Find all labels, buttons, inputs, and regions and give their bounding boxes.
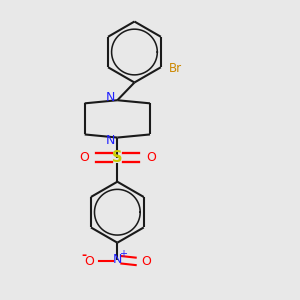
Text: N: N	[106, 134, 115, 146]
Text: O: O	[146, 151, 156, 164]
Text: O: O	[141, 255, 151, 268]
Text: Br: Br	[169, 62, 182, 75]
Text: S: S	[112, 150, 123, 165]
Text: N: N	[113, 253, 122, 266]
Text: O: O	[79, 151, 89, 164]
Text: +: +	[119, 249, 127, 259]
Text: O: O	[84, 255, 94, 268]
Text: -: -	[82, 249, 87, 262]
Text: N: N	[106, 91, 115, 104]
